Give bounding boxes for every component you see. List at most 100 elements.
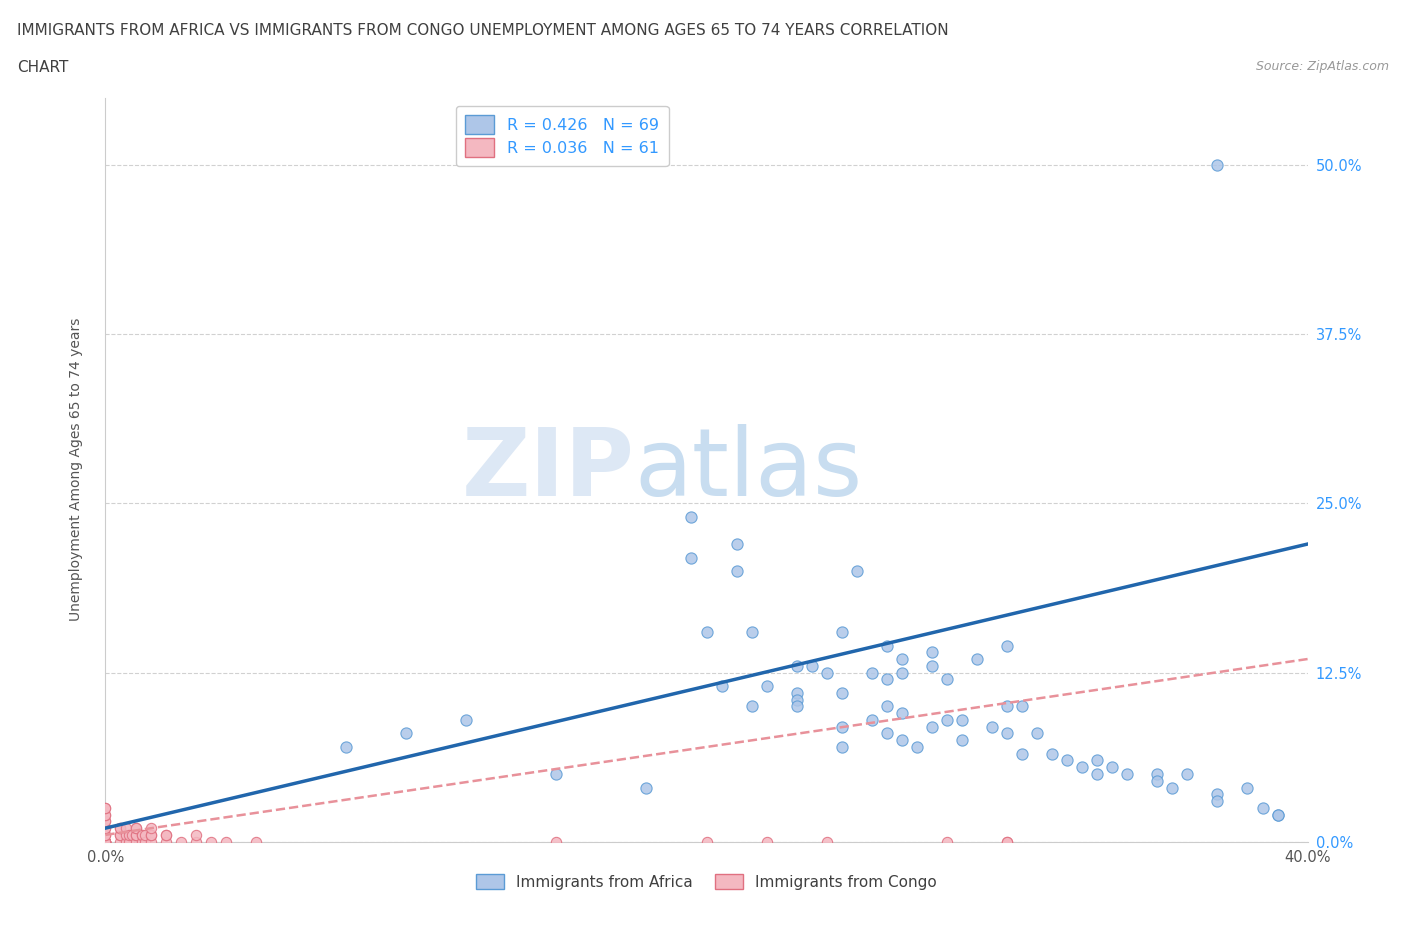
Point — [995, 834, 1018, 849]
Point — [905, 739, 928, 754]
Point — [786, 658, 808, 673]
Point — [124, 828, 146, 843]
Point — [124, 834, 146, 849]
Point — [831, 625, 853, 640]
Point — [1116, 766, 1139, 781]
Point — [139, 828, 162, 843]
Point — [1011, 746, 1033, 761]
Point — [981, 719, 1004, 734]
Point — [546, 766, 568, 781]
Point — [741, 699, 763, 714]
Point — [1101, 760, 1123, 775]
Point — [335, 739, 357, 754]
Point — [134, 834, 156, 849]
Point — [1085, 753, 1108, 768]
Point — [1251, 801, 1274, 816]
Point — [741, 625, 763, 640]
Point — [1026, 726, 1049, 741]
Point — [94, 834, 117, 849]
Point — [1040, 746, 1063, 761]
Point — [786, 685, 808, 700]
Point — [94, 834, 117, 849]
Point — [169, 834, 191, 849]
Point — [94, 834, 117, 849]
Point — [681, 551, 703, 565]
Point — [936, 671, 959, 686]
Point — [1056, 753, 1078, 768]
Point — [118, 828, 141, 843]
Point — [115, 834, 138, 849]
Point — [94, 828, 117, 843]
Point — [94, 834, 117, 849]
Point — [1146, 766, 1168, 781]
Point — [995, 834, 1018, 849]
Point — [110, 828, 132, 843]
Point — [921, 658, 943, 673]
Point — [845, 564, 868, 578]
Point — [115, 820, 138, 835]
Point — [94, 801, 117, 816]
Point — [936, 712, 959, 727]
Point — [395, 726, 418, 741]
Text: ZIP: ZIP — [461, 424, 634, 515]
Point — [94, 834, 117, 849]
Point — [94, 828, 117, 843]
Point — [546, 834, 568, 849]
Point — [921, 644, 943, 659]
Point — [950, 733, 973, 748]
Point — [890, 706, 912, 721]
Point — [94, 834, 117, 849]
Point — [755, 834, 778, 849]
Point — [1267, 807, 1289, 822]
Point — [124, 828, 146, 843]
Point — [94, 834, 117, 849]
Point — [876, 638, 898, 653]
Point — [124, 820, 146, 835]
Legend: Immigrants from Africa, Immigrants from Congo: Immigrants from Africa, Immigrants from … — [468, 866, 945, 897]
Point — [94, 814, 117, 829]
Point — [94, 820, 117, 835]
Point — [696, 625, 718, 640]
Point — [1206, 793, 1229, 808]
Point — [1206, 787, 1229, 802]
Point — [860, 712, 883, 727]
Y-axis label: Unemployment Among Ages 65 to 74 years: Unemployment Among Ages 65 to 74 years — [69, 318, 83, 621]
Point — [134, 828, 156, 843]
Point — [139, 828, 162, 843]
Point — [184, 828, 207, 843]
Point — [1011, 699, 1033, 714]
Point — [118, 834, 141, 849]
Point — [786, 699, 808, 714]
Point — [155, 828, 177, 843]
Point — [1085, 766, 1108, 781]
Point — [876, 699, 898, 714]
Point — [94, 834, 117, 849]
Point — [860, 665, 883, 680]
Point — [921, 719, 943, 734]
Point — [155, 828, 177, 843]
Point — [184, 834, 207, 849]
Point — [110, 820, 132, 835]
Point — [995, 699, 1018, 714]
Point — [1267, 807, 1289, 822]
Point — [681, 510, 703, 525]
Text: atlas: atlas — [634, 424, 863, 515]
Point — [696, 834, 718, 849]
Text: Source: ZipAtlas.com: Source: ZipAtlas.com — [1256, 60, 1389, 73]
Point — [950, 712, 973, 727]
Point — [94, 807, 117, 822]
Point — [110, 820, 132, 835]
Point — [876, 671, 898, 686]
Point — [890, 665, 912, 680]
Point — [725, 564, 748, 578]
Point — [890, 733, 912, 748]
Point — [110, 834, 132, 849]
Point — [890, 652, 912, 667]
Text: IMMIGRANTS FROM AFRICA VS IMMIGRANTS FROM CONGO UNEMPLOYMENT AMONG AGES 65 TO 74: IMMIGRANTS FROM AFRICA VS IMMIGRANTS FRO… — [17, 23, 949, 38]
Point — [94, 834, 117, 849]
Point — [831, 719, 853, 734]
Point — [139, 834, 162, 849]
Point — [725, 537, 748, 551]
Point — [815, 665, 838, 680]
Point — [636, 780, 658, 795]
